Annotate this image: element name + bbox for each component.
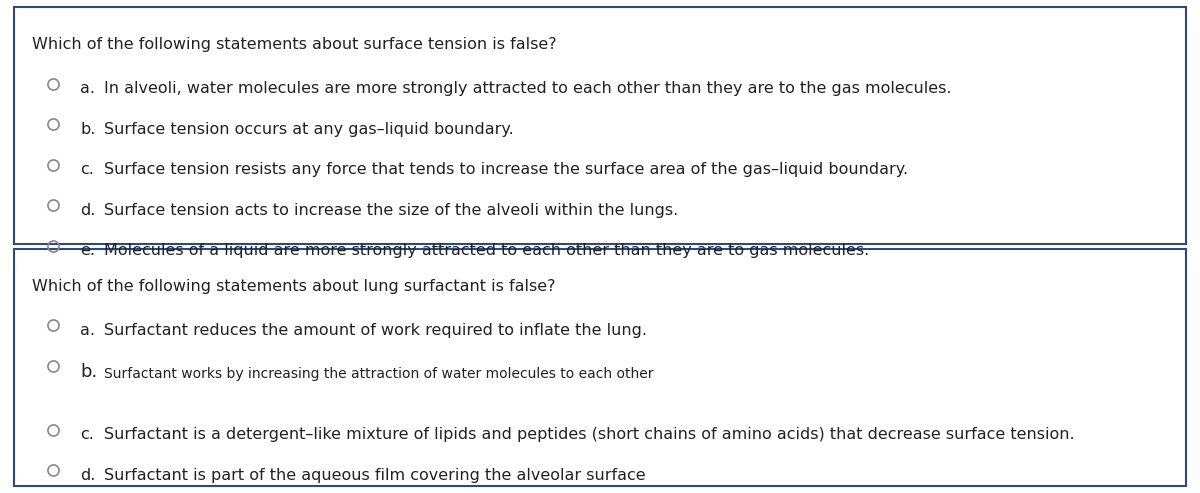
Text: Surface tension resists any force that tends to increase the surface area of the: Surface tension resists any force that t… bbox=[104, 162, 908, 177]
Text: e.: e. bbox=[80, 243, 96, 258]
Text: Surface tension acts to increase the size of the alveoli within the lungs.: Surface tension acts to increase the siz… bbox=[104, 203, 679, 217]
Text: Which of the following statements about surface tension is false?: Which of the following statements about … bbox=[32, 37, 557, 52]
Text: Surface tension occurs at any gas–liquid boundary.: Surface tension occurs at any gas–liquid… bbox=[104, 122, 514, 137]
Text: d.: d. bbox=[80, 468, 96, 483]
Text: a.: a. bbox=[80, 323, 96, 338]
Text: Surfactant reduces the amount of work required to inflate the lung.: Surfactant reduces the amount of work re… bbox=[104, 323, 648, 338]
Text: d.: d. bbox=[80, 203, 96, 217]
Text: b.: b. bbox=[80, 122, 96, 137]
Text: b.: b. bbox=[80, 363, 97, 382]
Text: Molecules of a liquid are more strongly attracted to each other than they are to: Molecules of a liquid are more strongly … bbox=[104, 243, 870, 258]
FancyBboxPatch shape bbox=[14, 249, 1186, 486]
Text: c.: c. bbox=[80, 427, 95, 442]
FancyBboxPatch shape bbox=[14, 7, 1186, 244]
Text: In alveoli, water molecules are more strongly attracted to each other than they : In alveoli, water molecules are more str… bbox=[104, 81, 952, 96]
Text: Surfactant is a detergent–like mixture of lipids and peptides (short chains of a: Surfactant is a detergent–like mixture o… bbox=[104, 427, 1075, 442]
Text: Which of the following statements about lung surfactant is false?: Which of the following statements about … bbox=[32, 279, 556, 293]
Text: Surfactant is part of the aqueous film covering the alveolar surface: Surfactant is part of the aqueous film c… bbox=[104, 468, 646, 483]
Text: Surfactant works by increasing the attraction of water molecules to each other: Surfactant works by increasing the attra… bbox=[104, 367, 654, 381]
Text: a.: a. bbox=[80, 81, 96, 96]
Text: c.: c. bbox=[80, 162, 95, 177]
